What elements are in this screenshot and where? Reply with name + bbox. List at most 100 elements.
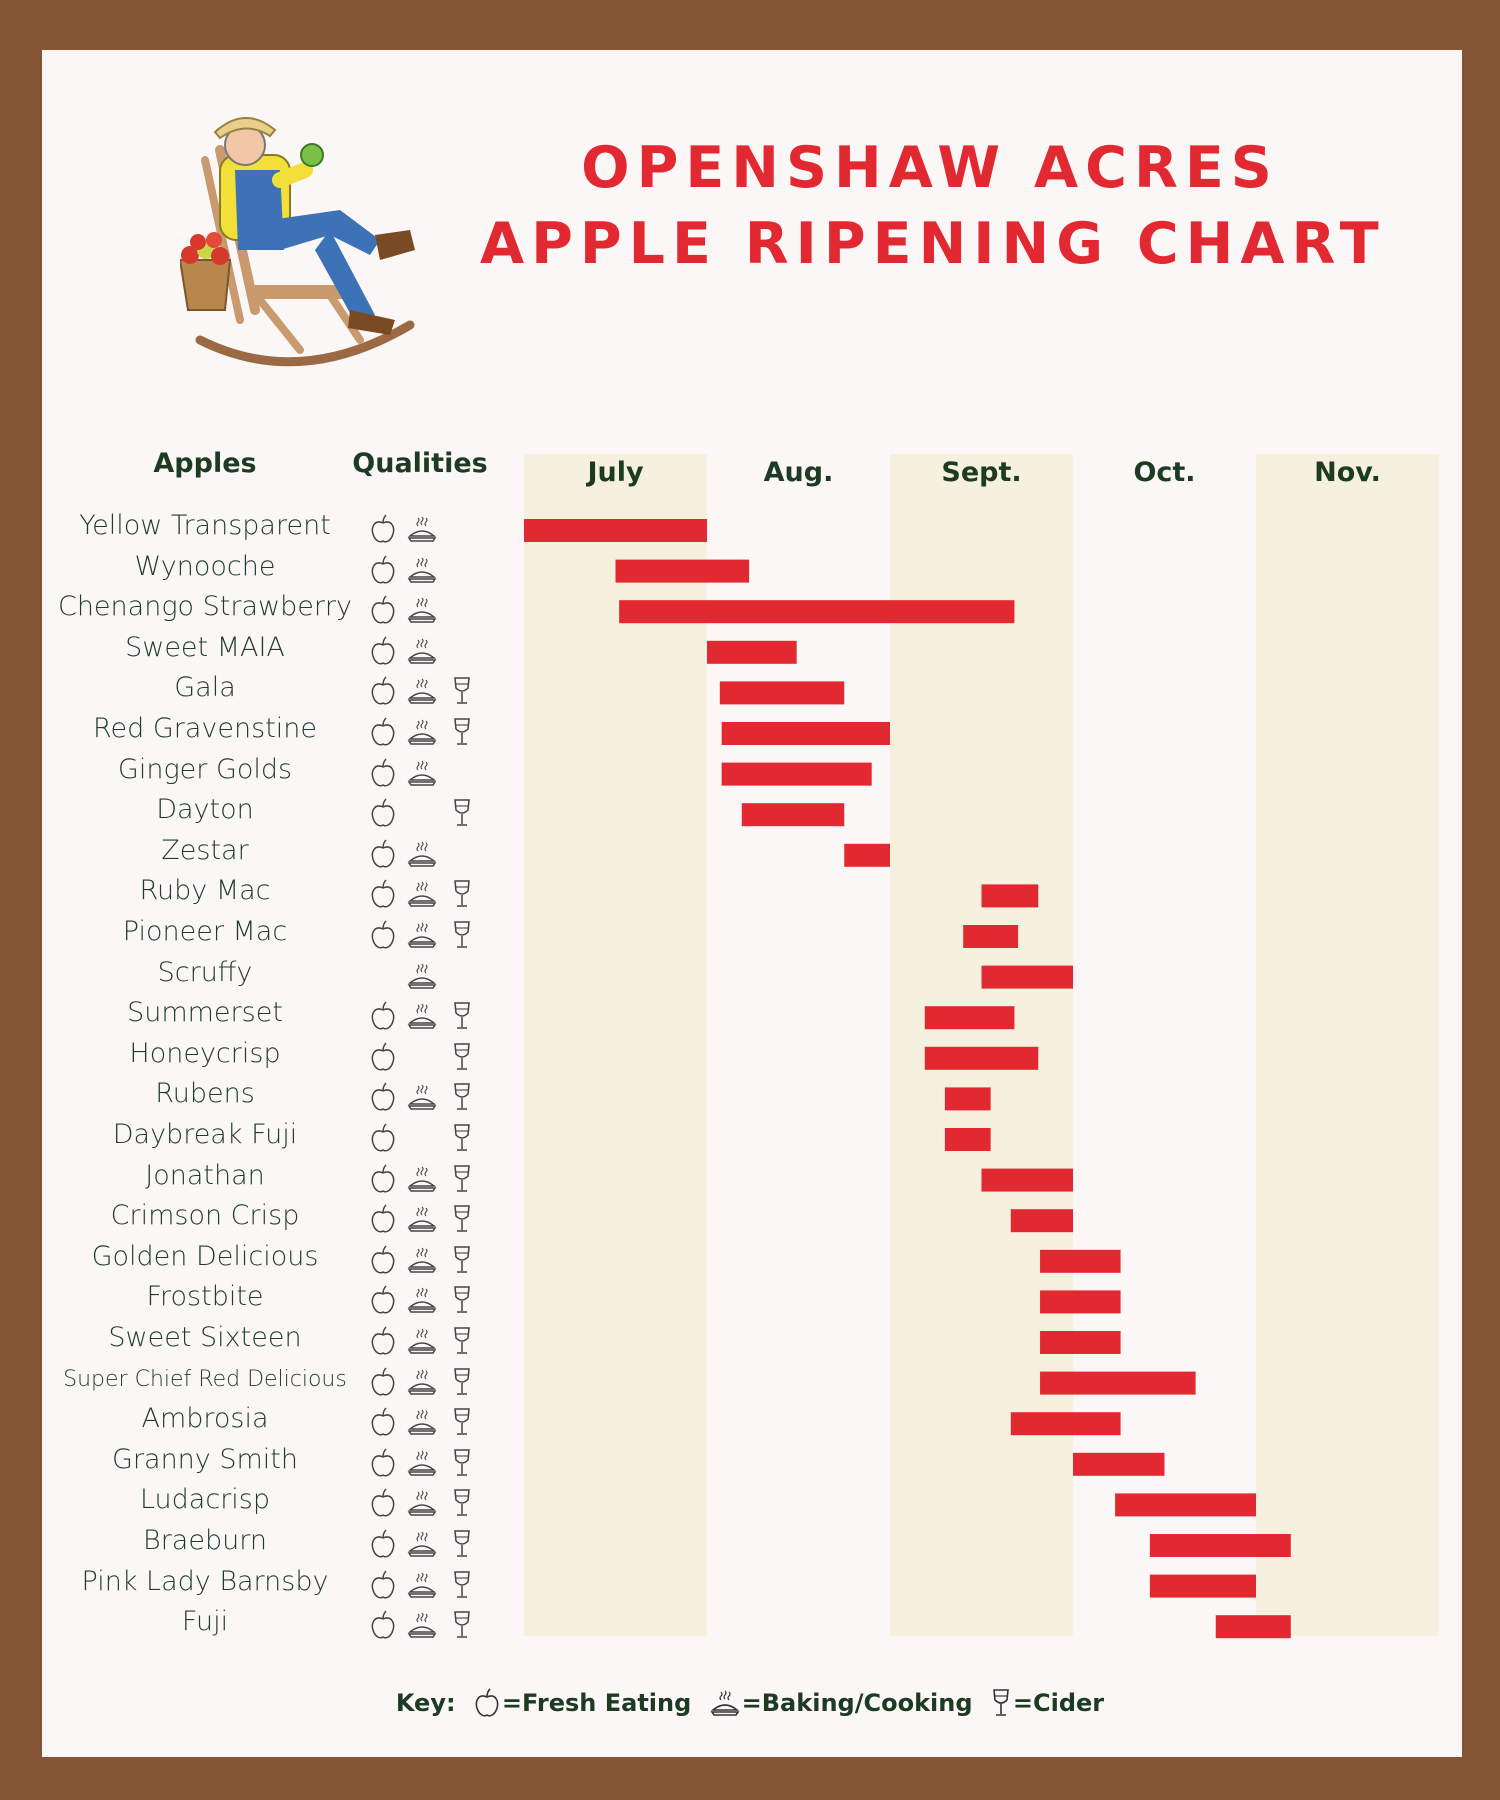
apple-qualities bbox=[370, 798, 480, 830]
apple-qualities bbox=[370, 555, 480, 587]
cider-icon bbox=[454, 1367, 470, 1395]
fresh-eating-icon bbox=[371, 1042, 395, 1071]
baking-icon bbox=[407, 1369, 437, 1395]
cider-icon bbox=[454, 1408, 470, 1435]
apple-qualities bbox=[370, 514, 480, 546]
fresh-eating-icon bbox=[371, 920, 395, 949]
cider-icon bbox=[454, 1286, 470, 1314]
legend-key: Key: =Fresh Eating =Baking/Cooking =Cide… bbox=[0, 1688, 1500, 1718]
baking-icon bbox=[407, 719, 437, 745]
baking-icon bbox=[407, 841, 437, 867]
apple-name: Sweet MAIA bbox=[125, 631, 285, 663]
apple-qualities bbox=[370, 1245, 480, 1277]
apple-name: Summerset bbox=[127, 997, 283, 1029]
apple-name: Braeburn bbox=[143, 1525, 267, 1556]
key-cider: =Cider bbox=[1012, 1689, 1105, 1717]
apple-name: Sweet Sixteen bbox=[108, 1322, 302, 1353]
fresh-eating-icon bbox=[371, 1204, 395, 1233]
apple-qualities bbox=[370, 1448, 480, 1480]
baking-icon bbox=[407, 1206, 437, 1232]
title-line-2: APPLE RIPENING CHART bbox=[480, 211, 1386, 277]
apples-column-header: Apples bbox=[153, 448, 257, 479]
apple-name: Rubens bbox=[155, 1078, 255, 1110]
baking-icon bbox=[407, 922, 437, 948]
baking-icon bbox=[407, 1166, 437, 1192]
apple-name: Red Gravenstine bbox=[92, 713, 318, 744]
apple-qualities bbox=[370, 595, 480, 627]
apple-name: Golden Delicious bbox=[91, 1240, 319, 1272]
apple-name: Zestar bbox=[161, 834, 249, 866]
fresh-eating-icon bbox=[371, 1001, 395, 1030]
fresh-eating-icon bbox=[371, 1367, 395, 1396]
apple-qualities bbox=[370, 1285, 480, 1317]
cider-icon bbox=[454, 799, 470, 826]
baking-icon bbox=[407, 1409, 437, 1435]
apple-name: Wynooche bbox=[134, 550, 276, 582]
apple-name: Scruffy bbox=[157, 956, 253, 988]
fresh-eating-icon bbox=[371, 595, 395, 624]
fresh-eating-icon bbox=[371, 1488, 395, 1517]
apple-qualities bbox=[370, 1407, 480, 1439]
apple-qualities bbox=[370, 636, 480, 668]
baking-icon bbox=[407, 516, 437, 542]
fresh-eating-icon bbox=[371, 676, 395, 705]
apple-qualities bbox=[370, 1164, 480, 1196]
apple-qualities bbox=[370, 1001, 480, 1033]
apple-name: Super Chief Red Delicious bbox=[63, 1366, 347, 1392]
apple-qualities bbox=[370, 1326, 480, 1358]
apple-name: Honeycrisp bbox=[129, 1037, 281, 1069]
cider-icon bbox=[992, 1689, 1009, 1716]
fresh-eating-icon bbox=[371, 1164, 395, 1193]
apple-name: Chenango Strawberry bbox=[57, 591, 353, 623]
apple-qualities bbox=[370, 717, 480, 749]
title-line-1: OPENSHAW ACRES bbox=[581, 135, 1279, 201]
apple-qualities bbox=[370, 1082, 480, 1114]
baking-icon bbox=[407, 1531, 437, 1557]
fresh-eating-icon bbox=[371, 555, 395, 584]
cider-icon bbox=[454, 1449, 470, 1476]
fresh-eating-icon bbox=[371, 1285, 395, 1314]
fresh-eating-icon bbox=[371, 1123, 395, 1152]
baking-icon bbox=[407, 557, 437, 583]
farmer-rocking-chair-illustration bbox=[180, 117, 415, 367]
cider-icon bbox=[454, 880, 470, 908]
baking-icon bbox=[407, 1003, 437, 1029]
apple-qualities bbox=[370, 1610, 480, 1642]
baking-icon bbox=[407, 1288, 437, 1314]
apple-qualities bbox=[370, 1204, 480, 1236]
cider-icon bbox=[454, 677, 470, 705]
fresh-eating-icon bbox=[371, 1407, 395, 1436]
apple-name: Ambrosia bbox=[141, 1403, 269, 1435]
fresh-eating-icon bbox=[371, 758, 395, 787]
apple-name: Ruby Mac bbox=[139, 875, 271, 907]
cider-icon bbox=[454, 1002, 470, 1029]
fresh-eating-icon bbox=[475, 1688, 499, 1717]
fresh-eating-icon bbox=[371, 1448, 395, 1477]
cider-icon bbox=[454, 1205, 470, 1232]
apple-qualities bbox=[370, 1570, 480, 1602]
cider-icon bbox=[454, 1570, 470, 1598]
baking-icon bbox=[407, 760, 437, 786]
fresh-eating-icon bbox=[371, 636, 395, 665]
apple-name: Jonathan bbox=[145, 1159, 265, 1191]
baking-icon bbox=[407, 1247, 437, 1273]
cider-icon bbox=[454, 1043, 470, 1070]
baking-icon bbox=[407, 1491, 437, 1517]
chart-title: OPENSHAW ACRES APPLE RIPENING CHART bbox=[480, 130, 1380, 282]
apple-qualities bbox=[370, 920, 480, 952]
apple-name: Dayton bbox=[156, 794, 254, 826]
baking-icon bbox=[407, 638, 437, 664]
fresh-eating-icon bbox=[371, 1570, 395, 1599]
baking-icon bbox=[407, 679, 437, 705]
apple-qualities bbox=[370, 1367, 480, 1399]
chart-panel bbox=[42, 50, 1462, 1757]
cider-icon bbox=[454, 1083, 470, 1111]
apple-name: Fuji bbox=[181, 1606, 229, 1638]
baking-icon bbox=[407, 963, 437, 989]
apple-qualities bbox=[370, 961, 480, 993]
cider-icon bbox=[454, 1164, 470, 1192]
apple-qualities bbox=[370, 1529, 480, 1561]
apple-name: Ludacrisp bbox=[139, 1484, 271, 1516]
cider-icon bbox=[454, 1530, 470, 1557]
fresh-eating-icon bbox=[371, 879, 395, 908]
